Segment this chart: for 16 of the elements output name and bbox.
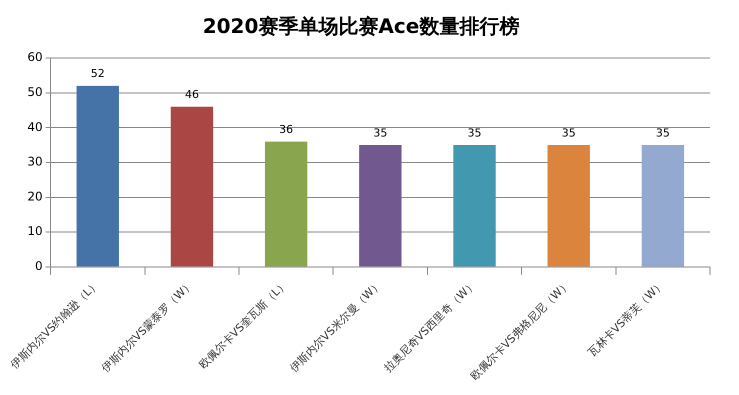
data-label: 36 — [279, 122, 294, 136]
data-label: 35 — [656, 126, 670, 140]
y-tick-label: 30 — [27, 154, 43, 169]
y-tick-label: 20 — [27, 189, 43, 204]
x-tick-label: 瓦林卡VS蒂芙（W） — [585, 278, 668, 360]
y-tick-label: 40 — [27, 120, 43, 134]
y-tick-label: 10 — [27, 224, 43, 238]
data-label: 35 — [373, 126, 388, 140]
y-tick-label: 60 — [27, 50, 43, 64]
y-tick-label: 50 — [27, 84, 43, 99]
data-label: 35 — [562, 126, 576, 140]
data-label: 35 — [468, 126, 482, 140]
y-tick-label: 0 — [35, 259, 43, 274]
data-label: 46 — [184, 88, 199, 102]
chart-title: 2020赛季单场比赛Ace数量排行榜 — [202, 14, 520, 38]
data-label: 52 — [90, 67, 105, 80]
